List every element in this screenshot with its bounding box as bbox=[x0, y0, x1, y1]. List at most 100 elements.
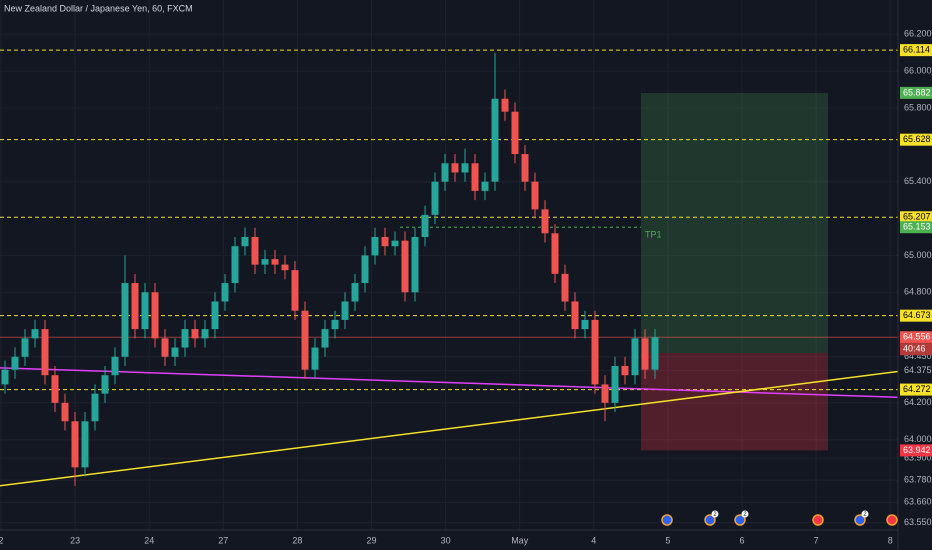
candle-body bbox=[291, 270, 299, 311]
level-tag-text: 66.114 bbox=[903, 45, 930, 55]
candle-body bbox=[161, 338, 169, 357]
candle-body bbox=[271, 259, 279, 265]
x-tick-label: 29 bbox=[366, 535, 376, 545]
candle-body bbox=[391, 240, 399, 247]
y-tick-label: 63.780 bbox=[904, 475, 932, 485]
level-tag-text: 65.207 bbox=[903, 212, 931, 222]
candle-body bbox=[451, 163, 459, 173]
candle-body bbox=[251, 236, 259, 265]
y-tick-label: 63.550 bbox=[904, 517, 932, 527]
candle-body bbox=[441, 163, 449, 182]
event-badge-text: 2 bbox=[743, 512, 747, 518]
candle-body bbox=[1, 369, 9, 385]
level-tag bbox=[900, 133, 932, 146]
candle-body bbox=[361, 255, 369, 284]
candle-body bbox=[591, 319, 599, 385]
candle-body bbox=[221, 283, 229, 302]
candle-body bbox=[281, 264, 289, 271]
x-tick-label: 27 bbox=[218, 535, 228, 545]
stop-zone bbox=[641, 353, 828, 451]
x-tick-label: 30 bbox=[441, 535, 451, 545]
event-badge bbox=[861, 510, 869, 518]
x-tick-label: 2 bbox=[0, 535, 4, 545]
candle-body bbox=[141, 292, 149, 330]
candle-body bbox=[231, 246, 239, 284]
candle-body bbox=[321, 329, 329, 348]
candle-body bbox=[51, 375, 59, 403]
candle-body bbox=[481, 181, 489, 191]
level-tag bbox=[900, 309, 932, 322]
x-tick-label: 28 bbox=[292, 535, 302, 545]
y-tick-label: 66.000 bbox=[904, 66, 932, 76]
candle-body bbox=[41, 329, 49, 376]
candle-body bbox=[331, 319, 339, 330]
candle-body bbox=[531, 181, 539, 210]
candle-body bbox=[401, 240, 409, 293]
price-tag bbox=[900, 331, 932, 344]
tp-tag bbox=[900, 221, 932, 234]
level-tag bbox=[900, 44, 932, 57]
candle-body bbox=[611, 365, 619, 403]
event-badge-text: 2 bbox=[863, 512, 867, 518]
candle-body bbox=[601, 384, 609, 403]
y-tick-label: 64.000 bbox=[904, 434, 932, 444]
trendline bbox=[0, 367, 899, 399]
candle-body bbox=[101, 375, 109, 394]
candle-body bbox=[121, 283, 129, 357]
candle-body bbox=[501, 98, 509, 112]
candle-body bbox=[381, 236, 389, 247]
candle-body bbox=[61, 402, 69, 422]
event-icon bbox=[661, 514, 673, 526]
candle-body bbox=[31, 329, 39, 339]
candle-body bbox=[521, 154, 529, 182]
candle-body bbox=[561, 273, 569, 302]
event-icon bbox=[886, 514, 898, 526]
candle-body bbox=[651, 337, 659, 370]
candle-body bbox=[581, 319, 589, 330]
stop-tag bbox=[900, 444, 932, 457]
candle-body bbox=[11, 356, 19, 370]
candle-body bbox=[71, 421, 79, 468]
event-icon bbox=[734, 514, 746, 526]
candle-body bbox=[301, 310, 309, 370]
candle-body bbox=[621, 365, 629, 376]
candle-body bbox=[241, 236, 249, 247]
event-icon bbox=[854, 514, 866, 526]
candle-body bbox=[191, 329, 199, 339]
candle-body bbox=[551, 233, 559, 274]
candle-body bbox=[311, 347, 319, 370]
event-icons: 2 2 2 bbox=[661, 510, 898, 526]
candle-body bbox=[201, 329, 209, 339]
candle-body bbox=[351, 283, 359, 302]
plot: TP1 bbox=[0, 0, 899, 530]
chart-title: New Zealand Dollar / Japanese Yen, 60, F… bbox=[4, 3, 193, 13]
event-badge bbox=[741, 510, 749, 518]
candle-body bbox=[151, 292, 159, 339]
countdown-tag bbox=[900, 343, 932, 356]
candle-body bbox=[371, 236, 379, 256]
stop-tag-text: 63.942 bbox=[903, 445, 931, 455]
y-tick-label: 64.200 bbox=[904, 397, 932, 407]
target-zone bbox=[641, 92, 828, 354]
target-tag bbox=[900, 86, 932, 99]
candle-body bbox=[431, 181, 439, 215]
level-tag bbox=[900, 383, 932, 396]
tp-label: TP1 bbox=[645, 230, 662, 240]
event-badge bbox=[711, 510, 719, 518]
y-tick-label: 63.900 bbox=[904, 453, 932, 463]
y-tick-label: 66.200 bbox=[904, 29, 932, 39]
candle-body bbox=[81, 421, 89, 468]
y-tick-label: 64.450 bbox=[904, 351, 932, 361]
trendline bbox=[0, 370, 899, 487]
candle-body bbox=[491, 98, 499, 182]
candle-body bbox=[181, 329, 189, 348]
level-tag-text: 64.673 bbox=[903, 310, 931, 320]
x-tick-label: 24 bbox=[144, 535, 154, 545]
y-tick-label: 65.000 bbox=[904, 250, 932, 260]
x-tick-label: 5 bbox=[665, 535, 670, 545]
y-tick-label: 64.800 bbox=[904, 287, 932, 297]
x-tick-label: 7 bbox=[814, 535, 819, 545]
y-tick-label: 63.660 bbox=[904, 497, 932, 507]
candle-body bbox=[571, 301, 579, 330]
